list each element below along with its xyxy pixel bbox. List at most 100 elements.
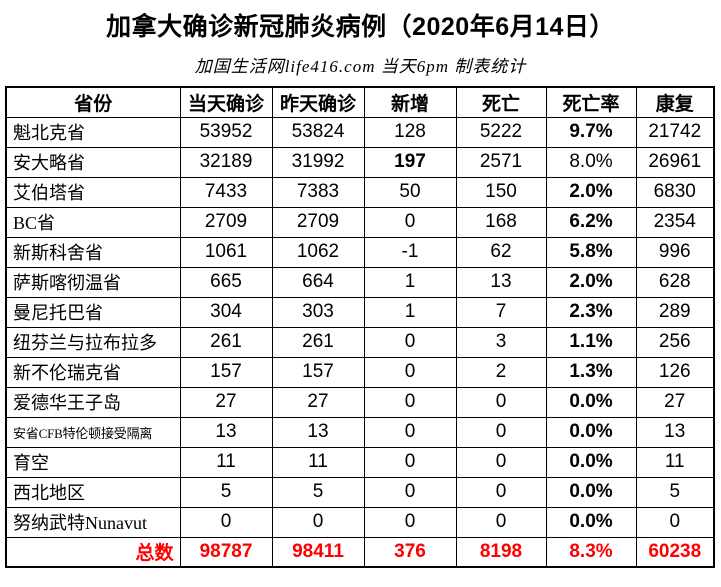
- recovered-cell: 256: [635, 326, 715, 358]
- yesterday-confirmed-cell: 303: [271, 296, 365, 328]
- death-rate-cell: 0.0%: [545, 446, 637, 478]
- recovered-cell: 27: [635, 386, 715, 418]
- today-confirmed-cell: 0: [179, 506, 273, 538]
- deaths-cell: 62: [455, 236, 547, 268]
- recovered-cell: 126: [635, 356, 715, 388]
- new-cases-cell: 0: [363, 416, 457, 448]
- new-cases-cell: 0: [363, 326, 457, 358]
- death-rate-cell: 2.0%: [545, 266, 637, 298]
- deaths-cell: 5222: [455, 116, 547, 148]
- recovered-cell: 2354: [635, 206, 715, 238]
- today-confirmed-cell: 32189: [179, 146, 273, 178]
- recovered-cell: 289: [635, 296, 715, 328]
- province-cell: 魁北克省: [5, 116, 181, 148]
- yesterday-confirmed-cell: 1062: [271, 236, 365, 268]
- death-rate-cell: 6.2%: [545, 206, 637, 238]
- today-confirmed-cell: 1061: [179, 236, 273, 268]
- table-row: 安大略省 32189 31992 197 2571 8.0% 26961: [5, 146, 715, 178]
- death-rate-cell: 1.3%: [545, 356, 637, 388]
- death-rate-cell: 0.0%: [545, 506, 637, 538]
- table-row: 安省CFB特伦顿接受隔离 13 13 0 0 0.0% 13: [5, 416, 715, 448]
- province-cell: 新斯科舍省: [5, 236, 181, 268]
- yesterday-confirmed-cell: 53824: [271, 116, 365, 148]
- new-cases-cell: 0: [363, 476, 457, 508]
- table-row: 艾伯塔省 7433 7383 50 150 2.0% 6830: [5, 176, 715, 208]
- province-cell: BC省: [5, 206, 181, 238]
- today-confirmed-cell: 261: [179, 326, 273, 358]
- deaths-cell: 0: [455, 506, 547, 538]
- table-row: 纽芬兰与拉布拉多 261 261 0 3 1.1% 256: [5, 326, 715, 358]
- table-body: 魁北克省 53952 53824 128 5222 9.7% 21742 安大略省 32189 3…: [5, 116, 715, 568]
- recovered-cell: 628: [635, 266, 715, 298]
- today-confirmed-cell: 665: [179, 266, 273, 298]
- today-confirmed-cell: 53952: [179, 116, 273, 148]
- death-rate-cell: 8.0%: [545, 146, 637, 178]
- deaths-cell: 0: [455, 476, 547, 508]
- death-rate-cell: 1.1%: [545, 326, 637, 358]
- yesterday-confirmed-cell: 31992: [271, 146, 365, 178]
- death-rate-cell: 9.7%: [545, 116, 637, 148]
- total-label: 总数: [5, 536, 181, 568]
- total-yesterday-confirmed-cell: 98411: [271, 536, 365, 568]
- yesterday-confirmed-cell: 261: [271, 326, 365, 358]
- death-rate-cell: 5.8%: [545, 236, 637, 268]
- today-confirmed-cell: 7433: [179, 176, 273, 208]
- today-confirmed-cell: 304: [179, 296, 273, 328]
- header-row: 省份 当天确诊 昨天确诊 新增 死亡 死亡率 康复: [5, 86, 715, 118]
- province-cell: 安大略省: [5, 146, 181, 178]
- today-confirmed-cell: 2709: [179, 206, 273, 238]
- recovered-cell: 5: [635, 476, 715, 508]
- yesterday-confirmed-cell: 0: [271, 506, 365, 538]
- today-confirmed-cell: 5: [179, 476, 273, 508]
- table-row: 曼尼托巴省 304 303 1 7 2.3% 289: [5, 296, 715, 328]
- province-cell: 育空: [5, 446, 181, 478]
- header-deaths: 死亡: [455, 86, 547, 118]
- new-cases-cell: 0: [363, 506, 457, 538]
- table-row: 爱德华王子岛 27 27 0 0 0.0% 27: [5, 386, 715, 418]
- recovered-cell: 11: [635, 446, 715, 478]
- table-row: 萨斯喀彻温省 665 664 1 13 2.0% 628: [5, 266, 715, 298]
- deaths-cell: 2571: [455, 146, 547, 178]
- page-subtitle: 加国生活网life416.com 当天6pm 制表统计: [194, 57, 527, 76]
- header-today-confirmed: 当天确诊: [179, 86, 273, 118]
- header-death-rate: 死亡率: [545, 86, 637, 118]
- today-confirmed-cell: 11: [179, 446, 273, 478]
- total-today-confirmed-cell: 98787: [179, 536, 273, 568]
- today-confirmed-cell: 13: [179, 416, 273, 448]
- province-cell: 纽芬兰与拉布拉多: [5, 326, 181, 358]
- province-cell: 曼尼托巴省: [5, 296, 181, 328]
- new-cases-cell: 128: [363, 116, 457, 148]
- table-row: 新不伦瑞克省 157 157 0 2 1.3% 126: [5, 356, 715, 388]
- recovered-cell: 21742: [635, 116, 715, 148]
- new-cases-cell: 1: [363, 266, 457, 298]
- deaths-cell: 0: [455, 386, 547, 418]
- header-recovered: 康复: [635, 86, 715, 118]
- deaths-cell: 13: [455, 266, 547, 298]
- header-province: 省份: [5, 86, 181, 118]
- recovered-cell: 13: [635, 416, 715, 448]
- death-rate-cell: 0.0%: [545, 386, 637, 418]
- new-cases-cell: 0: [363, 446, 457, 478]
- yesterday-confirmed-cell: 157: [271, 356, 365, 388]
- table-row: 魁北克省 53952 53824 128 5222 9.7% 21742: [5, 116, 715, 148]
- table-row: 努纳武特Nunavut 0 0 0 0 0.0% 0: [5, 506, 715, 538]
- yesterday-confirmed-cell: 27: [271, 386, 365, 418]
- recovered-cell: 6830: [635, 176, 715, 208]
- total-new-cases-cell: 376: [363, 536, 457, 568]
- header-yesterday-confirmed: 昨天确诊: [271, 86, 365, 118]
- covid-cases-table: 省份 当天确诊 昨天确诊 新增 死亡 死亡率 康复 魁北克省 53952 53824…: [5, 86, 715, 568]
- new-cases-cell: 0: [363, 386, 457, 418]
- deaths-cell: 3: [455, 326, 547, 358]
- total-recovered-cell: 60238: [635, 536, 715, 568]
- recovered-cell: 996: [635, 236, 715, 268]
- province-cell: 艾伯塔省: [5, 176, 181, 208]
- deaths-cell: 7: [455, 296, 547, 328]
- yesterday-confirmed-cell: 7383: [271, 176, 365, 208]
- new-cases-cell: 0: [363, 206, 457, 238]
- deaths-cell: 0: [455, 416, 547, 448]
- yesterday-confirmed-cell: 13: [271, 416, 365, 448]
- header-new-cases: 新增: [363, 86, 457, 118]
- new-cases-cell: 1: [363, 296, 457, 328]
- table-row: 新斯科舍省 1061 1062 -1 62 5.8% 996: [5, 236, 715, 268]
- table-row: 西北地区 5 5 0 0 0.0% 5: [5, 476, 715, 508]
